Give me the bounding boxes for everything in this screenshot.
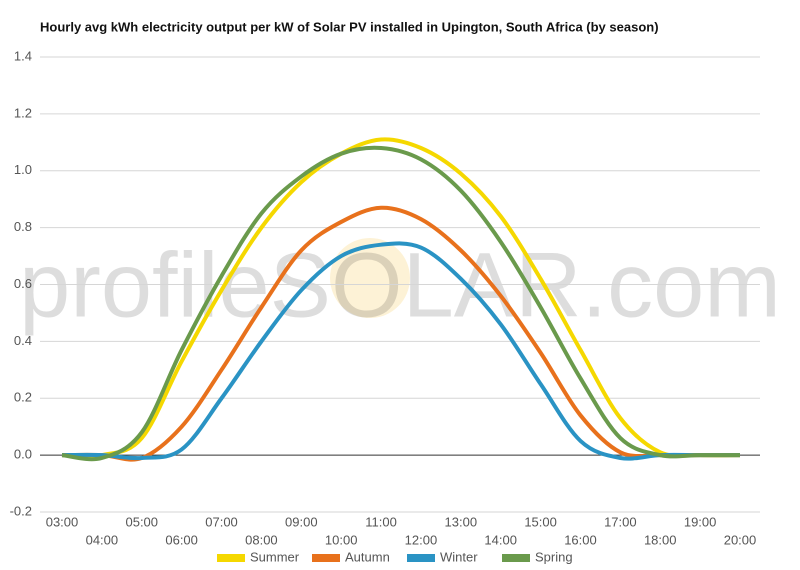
y-tick-label: 0.2 (14, 390, 32, 405)
series-line (61, 137, 741, 459)
y-tick-label: 1.4 (14, 48, 32, 63)
watermark: profileSOLAR.com (19, 234, 781, 336)
x-tick-label: 16:00 (564, 532, 597, 547)
legend-swatch (312, 554, 340, 562)
x-tick-label: 03:00 (46, 514, 79, 529)
x-tick-label: 12:00 (405, 532, 438, 547)
chart-title: Hourly avg kWh electricity output per kW… (40, 19, 659, 34)
y-tick-label: 1.0 (14, 162, 32, 177)
y-tick-label: -0.2 (10, 503, 32, 518)
x-tick-label: 20:00 (724, 532, 757, 547)
watermark-sun (330, 238, 410, 318)
x-tick-label: 09:00 (285, 514, 318, 529)
x-tick-label: 18:00 (644, 532, 677, 547)
x-tick-label: 04:00 (86, 532, 119, 547)
legend-swatch (407, 554, 435, 562)
legend-label: Spring (535, 549, 573, 564)
x-tick-label: 06:00 (165, 532, 198, 547)
legend-swatch (217, 554, 245, 562)
y-tick-label: 0.4 (14, 333, 32, 348)
legend-label: Autumn (345, 549, 390, 564)
x-tick-label: 19:00 (684, 514, 717, 529)
x-tick-label: 07:00 (205, 514, 238, 529)
x-tick-label: 13:00 (445, 514, 478, 529)
y-tick-label: 0.0 (14, 447, 32, 462)
y-tick-label: 0.6 (14, 276, 32, 291)
x-tick-label: 17:00 (604, 514, 637, 529)
series-line (61, 205, 740, 462)
x-tick-label: 05:00 (125, 514, 158, 529)
series-line (61, 241, 740, 461)
legend-label: Winter (440, 549, 478, 564)
series-line (61, 145, 740, 462)
x-tick-label: 15:00 (524, 514, 557, 529)
x-tick-label: 14:00 (484, 532, 517, 547)
y-tick-label: 1.2 (14, 105, 32, 120)
x-tick-label: 08:00 (245, 532, 278, 547)
legend-swatch (502, 554, 530, 562)
x-tick-label: 11:00 (365, 514, 397, 529)
legend-label: Summer (250, 549, 300, 564)
x-tick-label: 10:00 (325, 532, 358, 547)
y-tick-label: 0.8 (14, 219, 32, 234)
